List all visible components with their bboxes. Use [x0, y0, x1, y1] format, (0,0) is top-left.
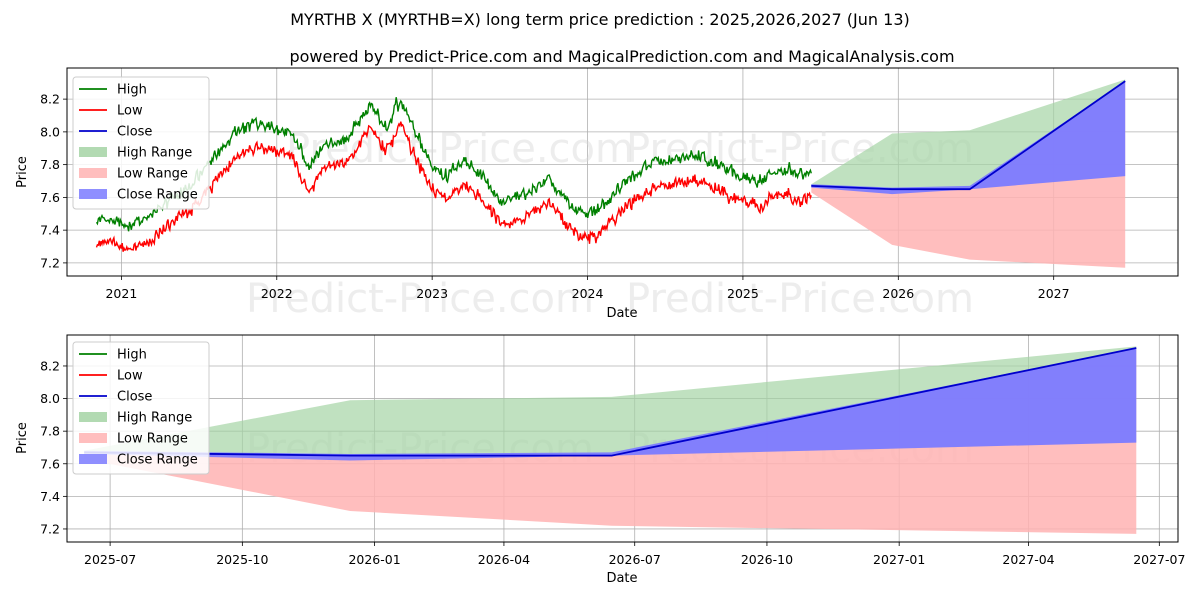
bottom-close-range-area: [84, 348, 1137, 461]
bottom-y-tick-label: 7.2: [40, 521, 60, 536]
legend-label: Low Range: [117, 167, 188, 182]
chart-title: MYRTHB X (MYRTHB=X) long term price pred…: [290, 10, 909, 29]
top-y-tick-label: 7.6: [40, 190, 60, 205]
bottom-y-tick-label: 7.8: [40, 424, 60, 439]
legend-label: High: [117, 348, 147, 363]
bottom-x-tick-label: 2026-10: [741, 552, 793, 567]
bottom-axes-frame: [66, 334, 1179, 543]
legend-label: Low: [117, 104, 143, 119]
bottom-x-tick-label: 2026-01: [348, 552, 400, 567]
bottom-x-tick-label: 2025-07: [84, 552, 136, 567]
top-x-tick-label: 2026: [882, 286, 914, 301]
bottom-legend: High Low Close High Range Low Range Close Ran…: [72, 341, 210, 475]
bottom-y-tick-label: 7.4: [40, 489, 60, 504]
bottom-x-tick-label: 2025-10: [216, 552, 268, 567]
bottom-panel: Predict-Price.com Predict-Price.com 2025…: [15, 334, 1185, 586]
top-x-tick-label: 2024: [572, 286, 604, 301]
top-range-areas: [811, 79, 1126, 268]
chart-subtitle: powered by Predict-Price.com and Magical…: [289, 47, 954, 66]
bottom-low-range-area: [84, 348, 1137, 534]
top-close-range-area: [811, 81, 1126, 195]
top-y-tick-label: 8.0: [40, 124, 60, 139]
top-y-tick-label: 7.8: [40, 157, 60, 172]
top-x-tick-label: 2025: [727, 286, 759, 301]
top-panel: Predict-Price.com Predict-Price.com Pred…: [15, 67, 1179, 322]
bottom-tick-labels: 2025-07 2025-10 2026-01 2026-04 2026-07 2026-…: [40, 358, 1185, 567]
top-x-axis-label: Date: [606, 306, 637, 321]
legend-label: Low: [117, 369, 143, 384]
top-axes-frame: [66, 67, 1179, 277]
top-series-lines: [95, 80, 1126, 252]
bottom-y-tick-label: 8.2: [40, 358, 60, 373]
watermark-text: Predict-Price.com: [246, 276, 594, 322]
bottom-range-areas: [84, 346, 1137, 534]
bottom-high-range-area: [84, 346, 1137, 456]
top-high-range-area: [811, 79, 1126, 190]
bottom-x-axis-label: Date: [606, 571, 637, 586]
bottom-x-tick-label: 2026-04: [478, 552, 530, 567]
top-x-tick-label: 2027: [1038, 286, 1070, 301]
legend-label: High Range: [117, 411, 192, 426]
top-tick-labels: 2021 2022 2023 2024 2025 2026 2027 7.2 7.4 7.6 7.8…: [40, 92, 1069, 301]
bottom-series-lines: [84, 347, 1137, 457]
legend-label: High Range: [117, 146, 192, 161]
top-close-line: [811, 80, 1126, 191]
legend-swatch-patch: [79, 147, 107, 157]
legend-label: Close Range: [117, 188, 198, 203]
top-y-tick-label: 7.4: [40, 223, 60, 238]
legend-swatch-patch: [79, 454, 107, 464]
top-y-tick-label: 7.2: [40, 255, 60, 270]
legend-swatch-patch: [79, 189, 107, 199]
top-x-tick-label: 2021: [105, 286, 137, 301]
bottom-y-tick-label: 7.6: [40, 456, 60, 471]
legend-label: Close: [117, 125, 152, 140]
legend-label: Close: [117, 390, 152, 405]
legend-label: Low Range: [117, 432, 188, 447]
top-y-axis-label: Price: [15, 156, 30, 188]
top-legend: High Low Close High Range Low Range Close Ran…: [72, 76, 210, 210]
bottom-y-axis-label: Price: [15, 422, 30, 454]
bottom-x-tick-label: 2027-01: [873, 552, 925, 567]
bottom-y-tick-label: 8.0: [40, 391, 60, 406]
legend-swatch-patch: [79, 433, 107, 443]
top-x-tick-label: 2023: [416, 286, 448, 301]
bottom-x-tick-label: 2026-07: [609, 552, 661, 567]
bottom-x-tick-label: 2027-07: [1133, 552, 1185, 567]
top-y-tick-label: 8.2: [40, 92, 60, 107]
top-low-line: [95, 121, 812, 252]
top-high-line: [95, 97, 812, 232]
top-x-tick-label: 2022: [261, 286, 293, 301]
legend-label: Close Range: [117, 453, 198, 468]
bottom-close-line: [84, 347, 1137, 457]
legend-label: High: [117, 83, 147, 98]
bottom-x-tick-label: 2027-04: [1002, 552, 1054, 567]
legend-swatch-patch: [79, 412, 107, 422]
watermark-text: Predict-Price.com: [626, 276, 974, 322]
legend-swatch-patch: [79, 168, 107, 178]
top-low-range-area: [811, 81, 1126, 268]
